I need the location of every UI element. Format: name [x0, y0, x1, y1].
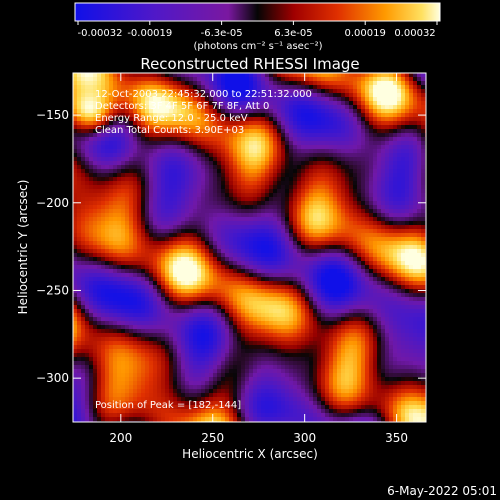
plot-frame [72, 72, 427, 423]
x-tick-label: 350 [385, 431, 408, 445]
chart-title: Reconstructed RHESSI Image [140, 55, 359, 73]
colorbar [74, 2, 441, 22]
annotation-detectors: Detectors: 3F 4F 5F 6F 7F 8F, Att 0 [95, 101, 269, 112]
colorbar-tick-label: -0.00032 [78, 28, 123, 39]
annotation-time-range: 12-Oct-2003 22:45:32.000 to 22:51:32.000 [95, 89, 312, 100]
timestamp: 6-May-2022 05:01 [387, 484, 497, 498]
x-axis-label: Heliocentric X (arcsec) [182, 447, 318, 461]
colorbar-tick-label: -0.00019 [127, 28, 172, 39]
y-axis: −150 −200 −250 −300 [36, 108, 426, 385]
colorbar-tick-label: 0.00019 [345, 28, 386, 39]
x-axis: 200 250 300 350 [109, 73, 408, 445]
y-tick-label: −150 [36, 108, 69, 122]
annotation-total-counts: Clean Total Counts: 3.90E+03 [95, 125, 244, 136]
colorbar-ticks: -0.00032 -0.00019 -6.3e-05 6.3e-05 0.00019 0.… [77, 21, 438, 39]
y-axis-label: Heliocentric Y (arcsec) [16, 180, 30, 315]
y-tick-label: −250 [36, 283, 69, 297]
colorbar-tick-label: 0.00032 [394, 28, 435, 39]
annotation-energy-range: Energy Range: 12.0 - 25.0 keV [95, 113, 248, 124]
x-tick-label: 200 [109, 431, 132, 445]
colorbar-tick-label: -6.3e-05 [201, 28, 243, 39]
colorbar-tick-label: 6.3e-05 [274, 28, 312, 39]
x-tick-label: 250 [201, 431, 224, 445]
y-tick-label: −300 [36, 371, 69, 385]
y-tick-label: −200 [36, 196, 69, 210]
colorbar-unit-label: (photons cm⁻² s⁻¹ asec⁻²) [193, 41, 322, 52]
annotation-peak-position: Position of Peak = [182,-144] [95, 400, 241, 411]
x-tick-label: 300 [293, 431, 316, 445]
heatmap-image [73, 73, 426, 422]
